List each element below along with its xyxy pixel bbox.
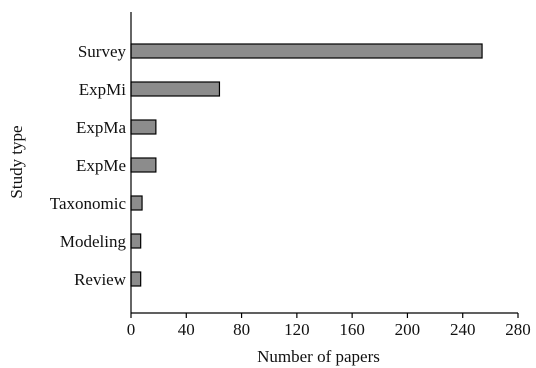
bar-expma (130, 119, 157, 135)
bars-group (130, 43, 483, 287)
x-axis-title: Number of papers (257, 347, 380, 366)
bar-taxonomic (130, 195, 143, 211)
bar-modeling (130, 233, 142, 249)
category-label-expme: ExpMe (76, 156, 126, 175)
category-label-survey: Survey (78, 42, 127, 61)
bar-expme (130, 157, 157, 173)
x-tick-label-200: 200 (395, 320, 421, 339)
x-tick-label-120: 120 (284, 320, 310, 339)
category-labels: Survey ExpMi ExpMa ExpMe Taxonomic Modeling Re… (50, 42, 127, 289)
category-label-taxonomic: Taxonomic (50, 194, 127, 213)
x-tick-label-80: 80 (233, 320, 250, 339)
x-tick-label-160: 160 (339, 320, 365, 339)
bar-survey (130, 43, 483, 59)
category-label-expma: ExpMa (76, 118, 127, 137)
y-axis-title: Study type (7, 125, 26, 198)
x-tick-label-240: 240 (450, 320, 476, 339)
x-tick-label-40: 40 (178, 320, 195, 339)
category-label-modeling: Modeling (60, 232, 127, 251)
x-axis-ticks: 0 40 80 120 160 200 240 280 (127, 313, 531, 339)
x-tick-label-0: 0 (127, 320, 136, 339)
x-tick-label-280: 280 (505, 320, 531, 339)
category-label-review: Review (74, 270, 127, 289)
category-label-expmi: ExpMi (79, 80, 127, 99)
bar-expmi (130, 81, 221, 97)
bar-review (130, 271, 142, 287)
